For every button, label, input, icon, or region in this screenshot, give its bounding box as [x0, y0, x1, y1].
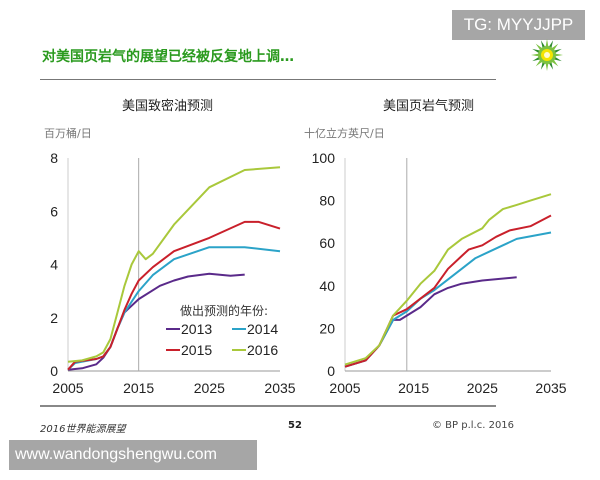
logo-ray [545, 39, 549, 48]
chart-0: 0 2 4 6 8 2005 2015 2025 2035 [50, 150, 296, 396]
legend-label-2014: 2014 [247, 321, 278, 337]
divider-top [40, 79, 496, 80]
logo-ray [548, 61, 554, 70]
chart-title-left: 美国致密油预测 [122, 99, 214, 114]
logo-ray [532, 56, 541, 62]
series-line-2014 [344, 231, 552, 368]
page-number: 52 [288, 420, 302, 431]
y-tick-label: 60 [319, 235, 335, 251]
watermark-bottom: www.wandongshengwu.com [9, 440, 257, 470]
x-tick-label: 2025 [467, 380, 498, 396]
copyright: © BP p.l.c. 2016 [432, 420, 515, 431]
series-line-2016 [344, 193, 552, 366]
legend-label-2013: 2013 [181, 321, 212, 337]
x-tick-label: 2005 [329, 380, 360, 396]
y-tick-label: 100 [312, 150, 336, 166]
y-tick-label: 4 [50, 257, 58, 273]
series-line-2013 [67, 272, 245, 371]
legend-label-2016: 2016 [247, 342, 278, 358]
legend: 2013 2014 2015 2016 [166, 321, 278, 358]
divider-bottom [40, 405, 496, 407]
logo-ray [553, 48, 562, 54]
y-tick-label: 20 [319, 320, 335, 336]
y-tick-label: 2 [50, 310, 58, 326]
logo-ray [554, 53, 563, 57]
chart-title-right: 美国页岩气预测 [383, 99, 475, 114]
x-tick-label: 2035 [264, 380, 295, 396]
y-tick-label: 40 [319, 278, 335, 294]
legend-title: 做出预测的年份: [180, 304, 269, 318]
logo-ray [548, 40, 554, 49]
legend-label-2015: 2015 [181, 342, 212, 358]
y-tick-label: 6 [50, 203, 58, 219]
x-tick-label: 2025 [194, 380, 225, 396]
watermark-top: TG: MYYJJPP [452, 10, 585, 40]
logo-ray [540, 40, 546, 49]
footer-publication: 2016世界能源展望 [40, 424, 126, 435]
series-line-2015 [67, 220, 281, 371]
logo-ray [532, 48, 541, 54]
logo-ray [553, 56, 562, 62]
x-tick-label: 2005 [52, 380, 83, 396]
y-tick-label: 8 [50, 150, 58, 166]
y-unit-right: 十亿立方英尺/日 [304, 127, 385, 140]
x-tick-label: 2035 [535, 380, 566, 396]
logo-ray [540, 61, 546, 70]
y-tick-label: 0 [327, 363, 335, 379]
logo-ray [545, 62, 549, 71]
logo-ray [531, 53, 540, 57]
bp-logo-icon [531, 39, 563, 71]
y-tick-label: 0 [50, 363, 58, 379]
chart-1: 0 20 40 60 80 100 2005 2015 2025 2035 [312, 150, 567, 396]
x-tick-label: 2015 [123, 380, 154, 396]
charts-canvas: 0 2 4 6 8 2005 2015 2025 2035 0 20 40 60 80 100 2005 201… [50, 150, 567, 396]
slide-title: 对美国页岩气的展望已经被反复地上调… [42, 49, 294, 65]
y-tick-label: 80 [319, 193, 335, 209]
y-unit-left: 百万桶/日 [44, 127, 92, 140]
x-tick-label: 2015 [398, 380, 429, 396]
series-line-2016 [67, 166, 281, 363]
